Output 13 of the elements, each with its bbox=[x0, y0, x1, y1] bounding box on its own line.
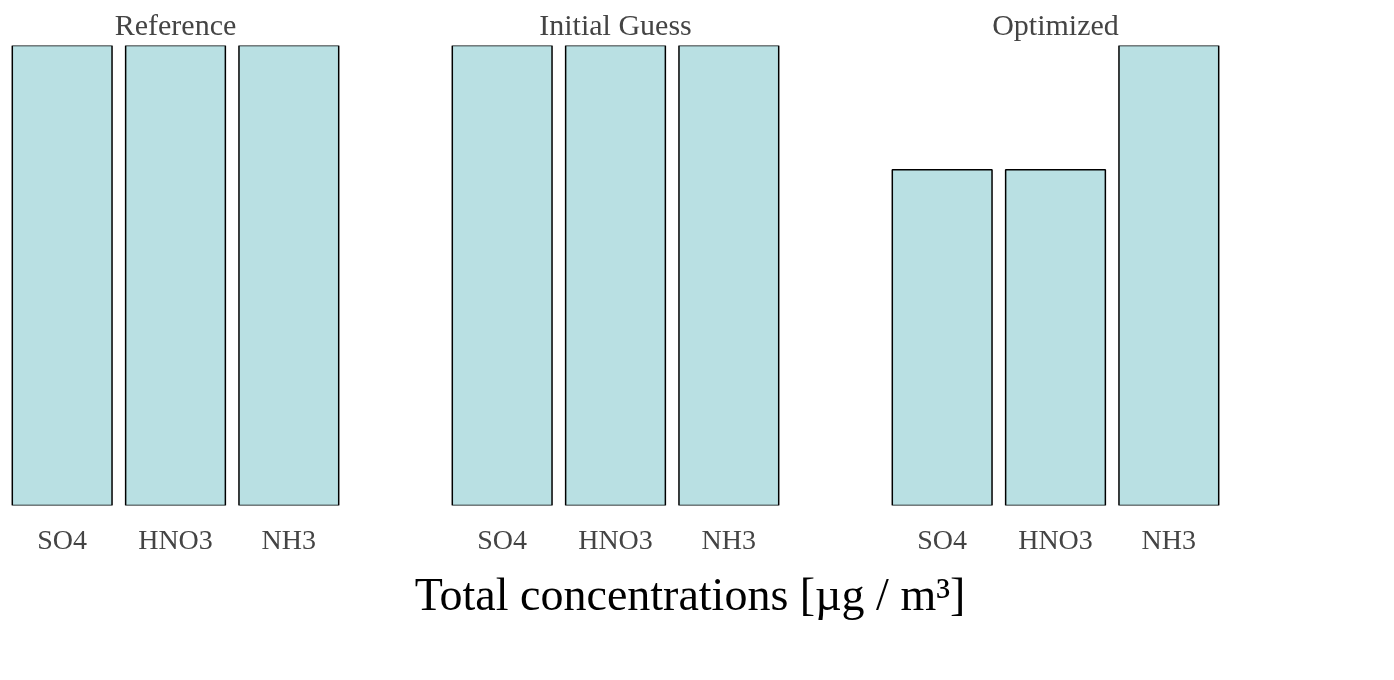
x-tick-label: NH3 bbox=[1141, 523, 1197, 555]
x-axis-title: Total concentrations [µg / m³] bbox=[414, 568, 966, 622]
x-tick-label: HNO3 bbox=[138, 523, 213, 555]
x-tick-label: NH3 bbox=[261, 523, 317, 555]
chart-title: Reference bbox=[114, 7, 237, 41]
x-tick-label: SO4 bbox=[917, 523, 968, 555]
x-tick-label: HNO3 bbox=[1018, 523, 1093, 555]
x-tick-label: SO4 bbox=[37, 523, 88, 555]
x-tick-label: HNO3 bbox=[578, 523, 653, 555]
chart-title: Initial Guess bbox=[539, 7, 692, 41]
chart-title: Optimized bbox=[992, 7, 1119, 41]
x-tick-label: NH3 bbox=[701, 523, 757, 555]
x-tick-label: SO4 bbox=[477, 523, 528, 555]
